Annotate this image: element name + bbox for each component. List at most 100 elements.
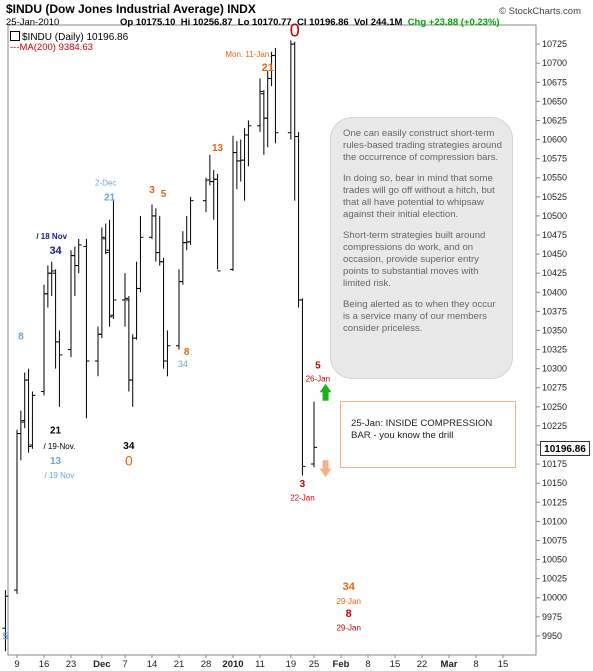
ohlc-bar bbox=[179, 231, 186, 285]
x-tick-label: 14 bbox=[147, 659, 158, 670]
ohlc-bar bbox=[187, 196, 194, 245]
wave-count-label: 21 bbox=[50, 426, 62, 437]
legend-ma-label: MA(200) 9384.63 bbox=[19, 42, 93, 53]
ohlc-bar bbox=[48, 261, 55, 297]
wave-count-label: 3 bbox=[300, 479, 306, 490]
ohlc-bars bbox=[2, 40, 317, 652]
up-arrow-icon bbox=[319, 383, 332, 401]
ohlc-bar bbox=[71, 246, 78, 297]
ohlc-bar bbox=[272, 47, 279, 144]
signal-arrows bbox=[319, 383, 332, 478]
wave-count-label: / 18 Nov bbox=[36, 232, 67, 241]
wave-count-label: / 19-Nov. bbox=[43, 442, 75, 451]
wave-count-label: 34 bbox=[123, 441, 135, 452]
y-tick-label: 10275 bbox=[542, 383, 567, 393]
commentary-note: One can easily construct short-term rule… bbox=[330, 117, 513, 379]
x-tick-label: 28 bbox=[201, 659, 212, 670]
y-tick-label: 10325 bbox=[542, 345, 567, 355]
last-price-tag: 10196.86 bbox=[540, 441, 590, 456]
credit-link[interactable]: © StockCharts.com bbox=[499, 6, 581, 17]
open-value: Op 10175.10 bbox=[120, 17, 176, 28]
ohlc-bar bbox=[210, 170, 217, 220]
ohlc-bar bbox=[21, 372, 28, 429]
x-tick-label: 15 bbox=[390, 659, 401, 670]
bar-legend-icon bbox=[10, 31, 20, 41]
ohlc-bar bbox=[291, 41, 298, 201]
wave-count-label: 0 bbox=[290, 20, 300, 40]
plot-frame bbox=[7, 24, 537, 656]
ohlc-bar bbox=[41, 284, 47, 396]
high-value: Hi 10256.87 bbox=[180, 17, 233, 28]
y-tick-label: 9950 bbox=[542, 631, 562, 641]
y-tick-label: 10600 bbox=[542, 135, 567, 145]
y-tick-label: 10025 bbox=[542, 574, 567, 584]
ohlc-bar bbox=[183, 215, 190, 251]
y-tick-label: 10675 bbox=[542, 77, 567, 87]
ohlc-bar bbox=[164, 330, 171, 377]
x-tick-label: 7 bbox=[122, 659, 127, 670]
ohlc-bar bbox=[133, 261, 140, 340]
ohlc-bar bbox=[264, 70, 271, 148]
wave-count-label: 21 bbox=[104, 193, 116, 204]
wave-count-label: 8 bbox=[184, 347, 190, 358]
y-tick-label: 10350 bbox=[542, 325, 567, 335]
ohlc-bar bbox=[110, 200, 117, 319]
y-tick-label: 10250 bbox=[542, 402, 567, 412]
ohlc-bar bbox=[156, 215, 163, 266]
wave-labels: 5 8 21 13 / 19-Nov. / 19 Nov / 18 Nov 34 2-Dec 21… bbox=[3, 20, 361, 642]
ohlc-bar bbox=[214, 173, 221, 272]
ohlc-bar bbox=[311, 401, 317, 468]
note-paragraph: Short-term strategies built around compr… bbox=[343, 230, 486, 289]
ohlc-bar bbox=[160, 257, 167, 369]
ohlc-bar bbox=[230, 135, 236, 271]
quote-date: 25-Jan-2010 bbox=[6, 17, 60, 28]
wave-count-label: 26-Jan bbox=[306, 375, 330, 384]
wave-count-label: 22-Jan bbox=[290, 494, 314, 503]
wave-count-label: 5 bbox=[315, 361, 321, 372]
x-tick-label: 15 bbox=[498, 659, 509, 670]
x-tick-label: 16 bbox=[39, 659, 50, 670]
ohlc-bar bbox=[129, 334, 136, 407]
ohlc-bar bbox=[83, 238, 90, 419]
ohlc-bar bbox=[295, 131, 302, 308]
y-tick-label: 9975 bbox=[542, 612, 562, 622]
legend-price: $INDU (Daily) 10196.86 bbox=[10, 31, 128, 43]
ohlc-bar bbox=[44, 265, 51, 308]
x-tick-label: 2010 bbox=[222, 659, 243, 670]
y-tick-label: 10525 bbox=[542, 192, 567, 202]
x-tick-label: Mar bbox=[441, 659, 458, 670]
ohlc-bar bbox=[122, 273, 128, 327]
x-tick-label: 23 bbox=[66, 659, 77, 670]
legend-price-label: $INDU (Daily) 10196.86 bbox=[22, 32, 129, 43]
y-tick-label: 10700 bbox=[542, 58, 567, 68]
y-tick-label: 10400 bbox=[542, 287, 567, 297]
x-axis: 9 16 23 Dec 7 14 21 28 2010 11 19 25 Feb 8 15 22 Mar 8 15 bbox=[14, 655, 508, 670]
close-value: Cl 10196.86 bbox=[296, 17, 349, 28]
ohlc-bar bbox=[68, 250, 74, 358]
ohlc-bar bbox=[245, 120, 252, 167]
y-tick-label: 10475 bbox=[542, 230, 567, 240]
note-paragraph: Being alerted as to when they occur is a… bbox=[343, 299, 496, 334]
ohlc-bar bbox=[75, 238, 82, 274]
wave-count-label: 0 bbox=[125, 453, 133, 469]
note-paragraph: In doing so, bear in mind that some trad… bbox=[343, 173, 495, 220]
y-tick-label: 10100 bbox=[542, 516, 567, 526]
x-tick-label: 25 bbox=[309, 659, 320, 670]
y-tick-label: 10075 bbox=[542, 535, 567, 545]
quote-summary: Op 10175.10 Hi 10256.87 Lo 10170.77 Cl 1… bbox=[120, 17, 500, 28]
ohlc-bar bbox=[2, 590, 9, 652]
ohlc-bar bbox=[29, 391, 36, 449]
ohlc-bar bbox=[52, 269, 59, 369]
x-tick-label: 22 bbox=[417, 659, 428, 670]
wave-count-label: 13 bbox=[50, 456, 62, 467]
wave-count-label: 8 bbox=[18, 332, 24, 343]
y-tick-label: 10450 bbox=[542, 249, 567, 259]
y-tick-label: 10375 bbox=[542, 306, 567, 316]
y-tick-label: 10725 bbox=[542, 39, 567, 49]
legend-ma: ---MA(200) 9384.63 bbox=[10, 42, 93, 53]
y-tick-label: 10050 bbox=[542, 555, 567, 565]
y-tick-label: 10625 bbox=[542, 115, 567, 125]
chart-title: $INDU (Dow Jones Industrial Average) IND… bbox=[6, 2, 256, 16]
ohlc-bar bbox=[299, 298, 306, 476]
y-tick-label: 10175 bbox=[542, 459, 567, 469]
